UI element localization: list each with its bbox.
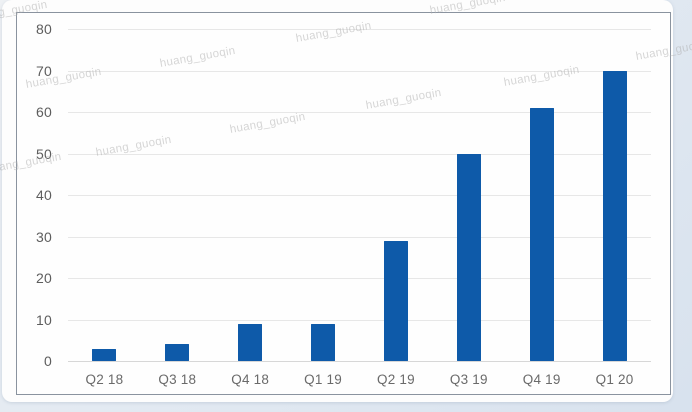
x-axis-tick-label: Q3 19 (449, 372, 488, 387)
gridline-y-40 (68, 195, 651, 196)
x-axis-tick-label: Q2 19 (377, 372, 415, 387)
gridline-y-20 (68, 278, 651, 279)
bar-q2-18 (92, 348, 117, 361)
bar-chart-plot-area: 0 10 20 30 40 50 60 70 80 Q2 18 Q3 18 Q4 18 Q1 19 Q2… (16, 12, 671, 395)
gridline-y-60 (68, 112, 651, 113)
gridline-y-30 (68, 236, 651, 238)
y-axis-tick-label: 20 (36, 270, 52, 286)
x-axis-tick-label: Q4 19 (522, 372, 561, 387)
y-axis-tick-label: 60 (36, 104, 52, 120)
gridline-y-50 (68, 153, 651, 155)
x-axis-tick-label: Q1 20 (595, 372, 634, 387)
gridline-y-70 (68, 70, 651, 72)
gridline-y-10 (68, 319, 651, 321)
bar-q3-19 (456, 153, 481, 361)
bar-q1-20 (602, 70, 627, 361)
y-axis-tick-label: 80 (36, 21, 52, 37)
y-axis-tick-label: 0 (44, 353, 52, 369)
gridline-y-80 (68, 29, 651, 30)
x-axis-tick-label: Q1 19 (304, 372, 342, 387)
y-axis-tick-label: 50 (36, 145, 52, 162)
y-axis-tick-label: 10 (36, 311, 52, 328)
y-axis-tick-label: 40 (36, 187, 52, 203)
bar-q4-18 (238, 323, 263, 361)
y-axis-tick-label: 30 (36, 228, 52, 245)
bar-q4-19 (529, 107, 554, 361)
gridline-y-0 (68, 361, 651, 362)
bar-q1-19 (311, 323, 336, 361)
chart-card: 0 10 20 30 40 50 60 70 80 Q2 18 Q3 18 Q4 18 Q1 19 Q2… (2, 0, 673, 402)
x-axis-tick-label: Q2 18 (85, 372, 124, 387)
bar-q3-18 (165, 344, 190, 361)
x-axis-tick-label: Q4 18 (231, 372, 270, 387)
x-axis-tick-label: Q3 18 (158, 372, 197, 387)
bar-q2-19 (383, 240, 408, 361)
y-axis-tick-label: 70 (36, 62, 52, 79)
